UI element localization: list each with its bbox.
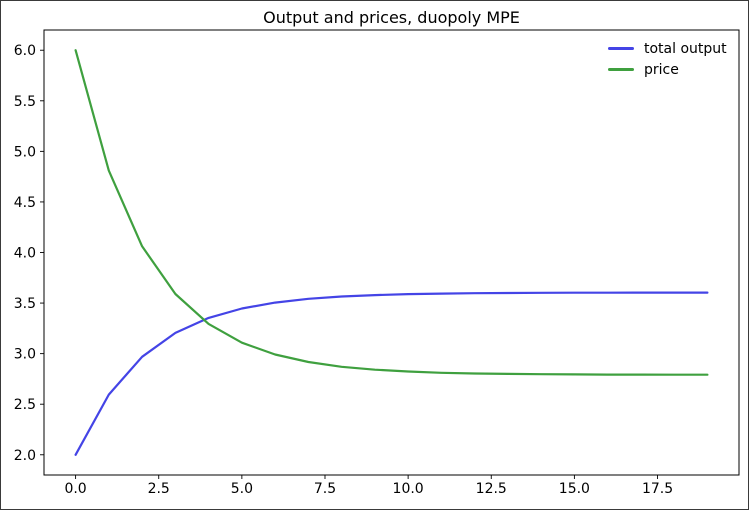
legend: total output price [608, 38, 727, 80]
y-tick-label: 4.5 [14, 195, 36, 211]
x-tick-label: 7.5 [314, 481, 336, 497]
axes-frame [43, 29, 740, 476]
x-tick-label: 17.5 [642, 481, 673, 497]
price-line-swatch [608, 68, 634, 71]
x-tick-label: 2.5 [148, 481, 170, 497]
y-tick-label: 2.0 [14, 448, 36, 464]
y-tick-label: 4.0 [14, 246, 36, 262]
x-tick-label: 12.5 [476, 481, 507, 497]
total-output-line [74, 291, 709, 456]
y-tick-label: 3.0 [14, 347, 36, 363]
x-tick-label: 15.0 [559, 481, 590, 497]
y-tick-label: 5.5 [14, 94, 36, 110]
x-tick-label: 10.0 [393, 481, 424, 497]
chart-title: Output and prices, duopoly MPE [263, 8, 520, 27]
y-tick-label: 2.5 [14, 397, 36, 413]
price-line [74, 49, 709, 376]
y-tick-label: 6.0 [14, 43, 36, 59]
y-tick-label: 3.5 [14, 296, 36, 312]
legend-label-total-output: total output [644, 40, 727, 57]
y-tick-label: 5.0 [14, 144, 36, 160]
total-output-line-swatch [608, 47, 634, 50]
legend-item-price: price [608, 59, 727, 80]
legend-label-price: price [644, 61, 679, 78]
x-tick-label: 0.0 [64, 481, 86, 497]
x-tick-label: 5.0 [231, 481, 253, 497]
legend-item-total-output: total output [608, 38, 727, 59]
